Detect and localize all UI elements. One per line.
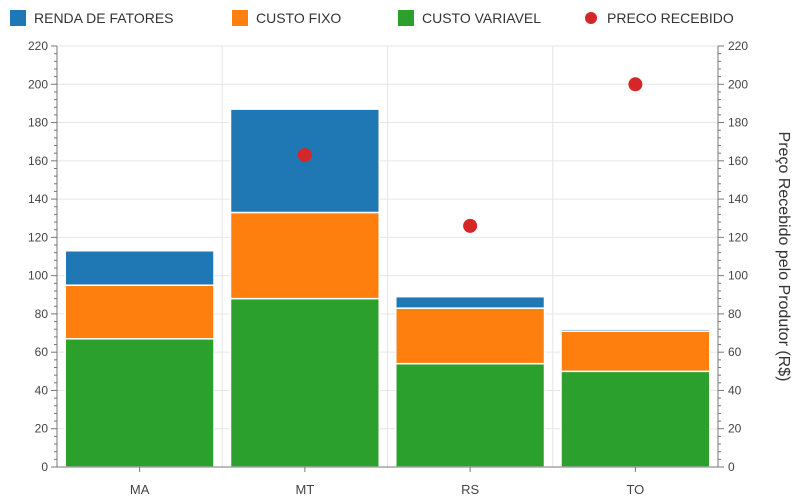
bars-layer xyxy=(64,108,711,468)
y2-tick-label: 40 xyxy=(728,383,742,397)
bar-custo-fixo xyxy=(560,330,711,373)
y-tick-label: 80 xyxy=(35,307,49,321)
y-tick-label: 140 xyxy=(28,192,48,206)
bar-custo-variavel xyxy=(229,297,380,468)
y2-tick-label: 200 xyxy=(728,77,748,91)
x-tick-label: MA xyxy=(130,482,150,497)
y2-tick-label: 160 xyxy=(728,154,748,168)
legend-item-custo-variavel: CUSTO VARIAVEL xyxy=(398,10,541,26)
legend-swatch xyxy=(10,10,26,26)
y2-tick-label: 0 xyxy=(728,460,735,474)
y-tick-label: 60 xyxy=(35,345,49,359)
y2-tick-label: 20 xyxy=(728,422,742,436)
legend-label: CUSTO VARIAVEL xyxy=(422,10,541,26)
legend-item-preco-recebido: PRECO RECEBIDO xyxy=(585,10,734,26)
bar-custo-fixo xyxy=(395,307,546,365)
legend-label: CUSTO FIXO xyxy=(256,10,341,26)
y-tick-label: 120 xyxy=(28,230,48,244)
y2-tick-label: 180 xyxy=(728,116,748,130)
points-layer xyxy=(297,77,643,233)
legend: RENDA DE FATORES CUSTO FIXO CUSTO VARIAVEL… xyxy=(10,10,734,26)
legend-label: RENDA DE FATORES xyxy=(34,10,174,26)
bar-custo-variavel xyxy=(395,362,546,468)
point-preco-recebido xyxy=(463,218,478,233)
bar-custo-variavel xyxy=(64,338,215,468)
y2-tick-label: 140 xyxy=(728,192,748,206)
legend-swatch xyxy=(232,10,248,26)
legend-item-renda-de-fatores: RENDA DE FATORES xyxy=(10,10,174,26)
y-tick-label: 40 xyxy=(35,383,49,397)
y-tick-label: 20 xyxy=(35,422,49,436)
legend-swatch xyxy=(585,12,597,24)
y2-tick-label: 80 xyxy=(728,307,742,321)
y-tick-label: 0 xyxy=(41,460,48,474)
legend-label: PRECO RECEBIDO xyxy=(607,10,734,26)
bar-renda-de-fatores xyxy=(395,295,546,309)
bar-renda-de-fatores xyxy=(560,328,711,332)
bar-custo-fixo xyxy=(229,211,380,300)
x-tick-label: TO xyxy=(626,482,644,497)
bar-custo-fixo xyxy=(64,284,215,340)
y2-tick-label: 60 xyxy=(728,345,742,359)
y2-tick-label: 220 xyxy=(728,39,748,53)
legend-swatch xyxy=(398,10,414,26)
legend-item-custo-fixo: CUSTO FIXO xyxy=(232,10,341,26)
y2-axis-title: Preço Recebido pelo Produtor (R$) xyxy=(775,132,792,382)
y2-tick-label: 120 xyxy=(728,230,748,244)
bar-custo-variavel xyxy=(560,370,711,468)
y-tick-label: 200 xyxy=(28,77,48,91)
point-preco-recebido xyxy=(297,148,312,163)
x-tick-label: RS xyxy=(461,482,479,497)
y-tick-label: 220 xyxy=(28,39,48,53)
y-tick-label: 180 xyxy=(28,116,48,130)
y-tick-label: 160 xyxy=(28,154,48,168)
x-tick-label: MT xyxy=(295,482,314,497)
axes-layer: 0 0 20 20 40 40 60 60 80 80 100 100 120 120 140 140 160 1… xyxy=(28,39,748,497)
point-preco-recebido xyxy=(628,77,643,92)
bar-renda-de-fatores xyxy=(64,250,215,286)
y-tick-label: 100 xyxy=(28,269,48,283)
y2-tick-label: 100 xyxy=(728,269,748,283)
